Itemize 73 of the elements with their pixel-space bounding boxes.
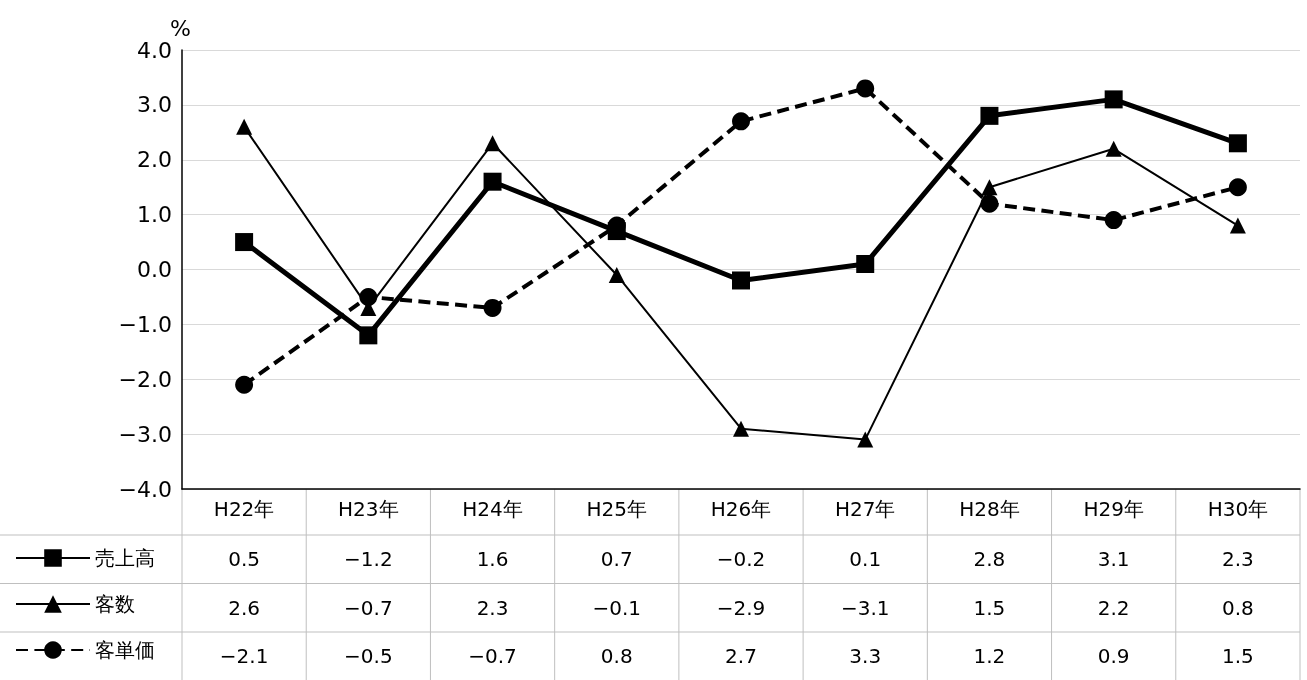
x-tick-label: H26年 [710,497,772,521]
data-label: −0.5 [344,644,393,669]
data-label: −0.7 [344,595,393,620]
data-label: 0.5 [228,547,261,572]
point [484,135,501,152]
y-tick-label: 4.0 [137,37,172,63]
point [981,179,998,196]
data-label: 0.8 [600,644,633,669]
point [1104,211,1123,230]
data-label: −0.2 [716,547,766,572]
point [607,222,626,241]
y-tick-label: −2.0 [118,366,172,392]
y-axis-title: % [170,15,191,41]
data-label: 1.2 [973,644,1006,669]
data-label: 2.8 [973,547,1006,572]
point [856,79,875,98]
point [483,298,502,317]
point [732,271,750,290]
y-tick-label: 1.0 [137,202,172,228]
x-tick-label: H24年 [462,497,523,521]
data-label: 2.6 [228,595,261,620]
y-tick-label: −1.0 [118,311,172,337]
point [235,233,254,252]
point [857,431,874,448]
data-label: 0.8 [1221,595,1254,620]
data-label: −0.1 [592,595,642,620]
x-tick-label: H30年 [1207,497,1269,521]
point [1104,90,1123,109]
data-label: −1.2 [344,547,393,572]
legend-label: 売上高 [95,546,155,570]
data-label: 3.3 [849,644,882,669]
point [1229,217,1246,234]
x-tick-label: H25年 [586,497,648,521]
y-tick-label: −3.0 [118,421,172,447]
point [1228,178,1247,197]
point [608,266,625,283]
data-label: 1.6 [476,547,509,572]
data-label: 2.2 [1097,595,1130,620]
point [980,194,999,213]
y-tick-label: −4.0 [118,476,172,502]
data-label: −2.1 [219,644,269,669]
legend-label: 客単価 [95,638,155,662]
point [483,172,502,191]
y-tick-label: 3.0 [137,92,172,118]
point [359,326,378,345]
x-tick-label: H27年 [834,497,896,521]
data-label: 2.3 [1221,547,1254,572]
data-label: 0.1 [849,547,882,572]
x-tick-label: H29年 [1083,497,1144,521]
point [236,118,253,135]
data-label: 1.5 [973,595,1006,620]
point [980,106,999,125]
data-label: 0.9 [1097,644,1130,669]
y-tick-label: 0.0 [137,257,172,282]
y-tick-label: 2.0 [137,147,172,173]
data-label: 2.3 [476,595,509,620]
x-tick-label: H22年 [213,497,275,521]
legend-label: 客数 [95,592,135,616]
data-label: −3.1 [840,595,890,620]
point [1105,140,1122,157]
data-label: 1.5 [1221,644,1254,669]
point [732,112,750,131]
data-label: 0.7 [600,547,633,572]
data-label: 2.7 [725,644,757,669]
x-tick-label: H23年 [338,497,399,521]
data-label: 3.1 [1097,547,1130,572]
point [856,255,875,274]
point [733,420,749,437]
point [1228,134,1247,153]
x-tick-label: H28年 [959,497,1020,521]
data-label: −0.7 [468,644,517,669]
data-label: −2.9 [716,595,766,620]
point [235,375,254,394]
